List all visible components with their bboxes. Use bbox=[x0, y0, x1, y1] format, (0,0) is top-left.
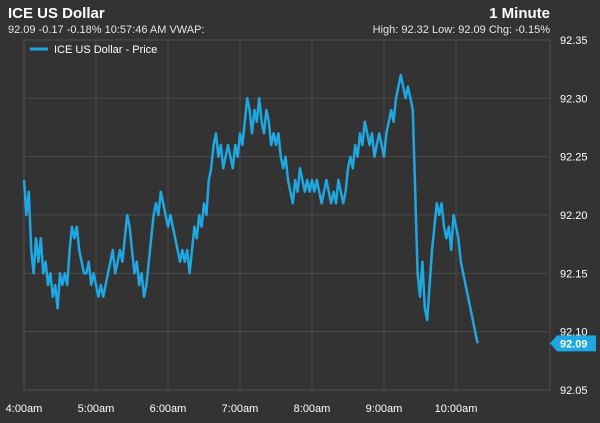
last-value-marker: 92.09 bbox=[550, 335, 596, 352]
last-value-tag bbox=[550, 335, 596, 352]
last-value-label: 92.09 bbox=[560, 338, 588, 350]
price-series bbox=[22, 73, 479, 344]
interval-label[interactable]: 1 Minute bbox=[489, 5, 550, 22]
y-tick-label: 92.15 bbox=[560, 268, 588, 280]
price-line bbox=[22, 73, 479, 344]
legend: ICE US Dollar - Price bbox=[30, 44, 157, 56]
x-tick-label: 10:00am bbox=[435, 403, 478, 415]
chart-title: ICE US Dollar bbox=[8, 5, 105, 22]
session-stats: High: 92.32 Low: 92.09 Chg: -0.15% bbox=[372, 24, 550, 36]
x-tick-label: 9:00am bbox=[366, 403, 403, 415]
y-tick-label: 92.05 bbox=[560, 385, 588, 397]
x-tick-label: 8:00am bbox=[294, 403, 331, 415]
x-tick-label: 7:00am bbox=[222, 403, 259, 415]
y-tick-label: 92.30 bbox=[560, 93, 588, 105]
plot-area-border bbox=[23, 39, 551, 391]
quote-summary: 92.09 -0.17 -0.18% 10:57:46 AM VWAP: bbox=[8, 24, 205, 36]
x-tick-label: 5:00am bbox=[78, 403, 115, 415]
y-tick-label: 92.35 bbox=[560, 35, 588, 47]
x-axis: 4:00am 5:00am 6:00am 7:00am 8:00am 9:00am 10:0… bbox=[6, 403, 478, 415]
x-tick-label: 4:00am bbox=[6, 403, 43, 415]
y-tick-label: 92.25 bbox=[560, 152, 588, 164]
y-tick-label: 92.20 bbox=[560, 210, 588, 222]
x-tick-label: 6:00am bbox=[150, 403, 187, 415]
grid-lines bbox=[23, 39, 550, 391]
legend-entry: ICE US Dollar - Price bbox=[54, 44, 157, 56]
